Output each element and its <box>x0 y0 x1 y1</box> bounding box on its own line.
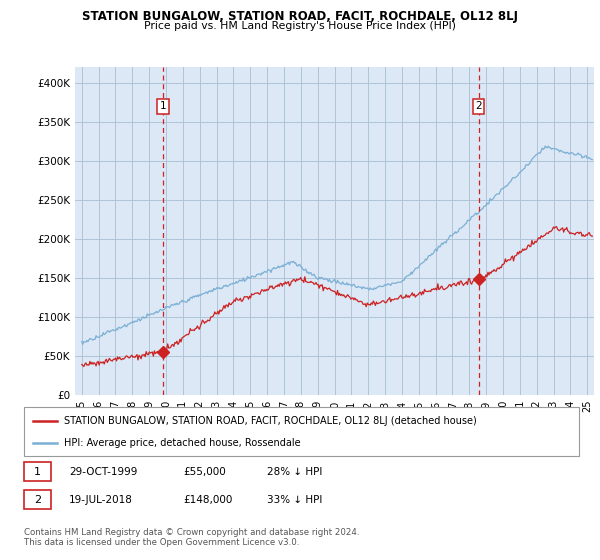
Text: 19-JUL-2018: 19-JUL-2018 <box>69 494 133 505</box>
Text: £148,000: £148,000 <box>183 494 232 505</box>
Text: 2: 2 <box>34 494 41 505</box>
Text: Contains HM Land Registry data © Crown copyright and database right 2024.
This d: Contains HM Land Registry data © Crown c… <box>24 528 359 547</box>
Text: STATION BUNGALOW, STATION ROAD, FACIT, ROCHDALE, OL12 8LJ: STATION BUNGALOW, STATION ROAD, FACIT, R… <box>82 10 518 22</box>
Text: 33% ↓ HPI: 33% ↓ HPI <box>267 494 322 505</box>
Text: 29-OCT-1999: 29-OCT-1999 <box>69 466 137 477</box>
Text: Price paid vs. HM Land Registry's House Price Index (HPI): Price paid vs. HM Land Registry's House … <box>144 21 456 31</box>
Text: 2: 2 <box>475 101 482 111</box>
Text: 1: 1 <box>160 101 166 111</box>
Text: £55,000: £55,000 <box>183 466 226 477</box>
Text: HPI: Average price, detached house, Rossendale: HPI: Average price, detached house, Ross… <box>64 437 301 447</box>
Text: 28% ↓ HPI: 28% ↓ HPI <box>267 466 322 477</box>
Text: STATION BUNGALOW, STATION ROAD, FACIT, ROCHDALE, OL12 8LJ (detached house): STATION BUNGALOW, STATION ROAD, FACIT, R… <box>64 416 477 426</box>
Text: 1: 1 <box>34 466 41 477</box>
